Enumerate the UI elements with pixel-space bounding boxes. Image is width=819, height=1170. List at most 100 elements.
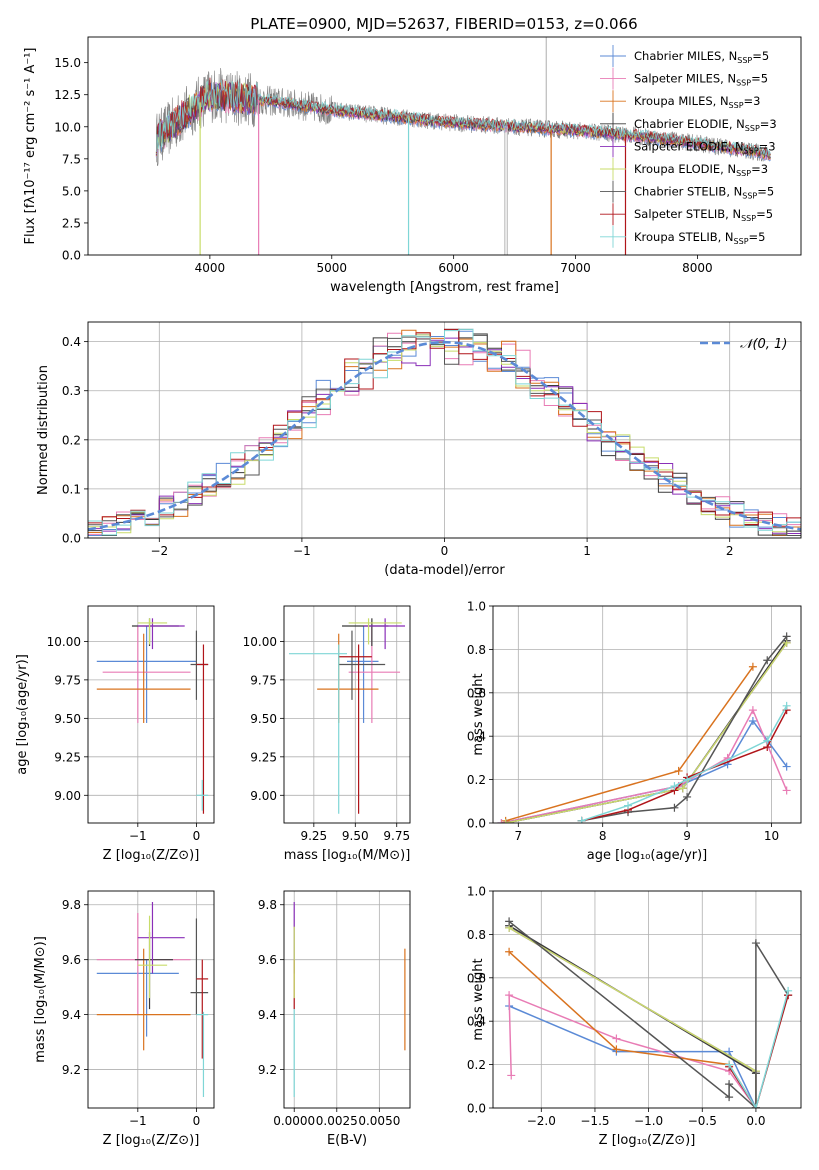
marker-plus bbox=[577, 816, 586, 823]
x-tick-label: 1 bbox=[583, 544, 591, 558]
y-tick-label: 10.00 bbox=[47, 635, 81, 649]
y-tick-label: 0.4 bbox=[467, 1015, 486, 1029]
y-tick-label: 0.3 bbox=[62, 384, 81, 398]
errorbar-point bbox=[196, 959, 209, 1059]
marker-plus bbox=[612, 1045, 621, 1054]
plot-area bbox=[155, 37, 771, 255]
chart-panel-1: −2 −1 0 1 2 0.0 0.1 0.2 0.3 0.4 (data-model)/error… bbox=[36, 321, 802, 578]
series-line bbox=[581, 709, 788, 822]
marker-plus bbox=[612, 1034, 621, 1043]
errorbar-point bbox=[134, 932, 173, 1010]
x-tick-label: 8000 bbox=[682, 261, 713, 275]
x-tick-label: 9 bbox=[683, 829, 691, 843]
chart-panel-7: −2.0 −1.5 −1.0 −0.5 0.0 0.0 0.2 0.4 0.6 0.8 1.0 Z [… bbox=[467, 885, 802, 1148]
x-tick-label: −0.5 bbox=[688, 1114, 717, 1128]
y-tick-label: 5.0 bbox=[62, 184, 81, 198]
series-line bbox=[508, 920, 789, 1108]
series-line bbox=[505, 642, 788, 823]
y-tick-label: 10.00 bbox=[243, 635, 277, 649]
x-axis-label: Z [log₁₀(Z/Z⊙)] bbox=[103, 848, 200, 863]
chart-panel-6: 0.0000 0.0025 0.0050 9.2 9.4 9.6 9.8 E(B-V) bbox=[258, 890, 411, 1148]
y-axis-label: Flux [fλ10⁻¹⁷ erg cm⁻² s⁻¹ A⁻¹] bbox=[23, 48, 38, 245]
histogram-series bbox=[88, 328, 801, 536]
y-tick-label: 0.0 bbox=[467, 817, 486, 831]
x-tick-label: −1.5 bbox=[580, 1114, 609, 1128]
y-tick-label: 9.2 bbox=[62, 1063, 81, 1077]
y-tick-label: 15.0 bbox=[54, 56, 81, 70]
marker-plus bbox=[748, 662, 757, 671]
x-tick-label: 8 bbox=[599, 829, 607, 843]
series-line bbox=[508, 925, 757, 1108]
plot-area bbox=[497, 632, 791, 823]
y-tick-label: 0.1 bbox=[62, 482, 81, 496]
marker-plus bbox=[501, 819, 510, 823]
plot-area bbox=[505, 917, 793, 1108]
y-tick-label: 9.6 bbox=[258, 953, 277, 967]
x-tick-label: 0 bbox=[193, 829, 201, 843]
x-tick-label: 0.0000 bbox=[273, 1114, 315, 1128]
x-axis-label: age [log₁₀(age/yr)] bbox=[587, 848, 708, 863]
errorbar-point bbox=[348, 618, 402, 645]
series-line bbox=[501, 708, 788, 823]
x-axis-label: E(B-V) bbox=[327, 1133, 367, 1148]
series-line bbox=[728, 990, 789, 1108]
y-tick-label: 9.4 bbox=[62, 1008, 81, 1022]
marker-plus bbox=[725, 1060, 734, 1069]
y-tick-label: 10.0 bbox=[54, 120, 81, 134]
marker-plus bbox=[751, 1104, 760, 1108]
marker-plus bbox=[782, 632, 791, 641]
marker-plus bbox=[725, 1093, 734, 1102]
y-tick-label: 9.2 bbox=[258, 1063, 277, 1077]
marker-plus bbox=[763, 656, 772, 665]
marker-plus bbox=[683, 775, 692, 784]
errorbar-point bbox=[190, 918, 209, 1015]
x-tick-label: 9.75 bbox=[383, 829, 410, 843]
axes-frame bbox=[87, 890, 215, 1109]
errorbar-point bbox=[102, 626, 191, 723]
x-tick-label: 4000 bbox=[195, 261, 226, 275]
y-tick-label: 9.6 bbox=[62, 953, 81, 967]
legend-label: Chabrier STELIB, NSSP=5 bbox=[634, 185, 774, 201]
errorbar-point bbox=[288, 644, 347, 814]
chart-panel-2: −1 0 9.00 9.25 9.50 9.75 10.00 Z [log₁₀(Z/Z⊙)] a… bbox=[15, 605, 215, 863]
series-line bbox=[728, 994, 789, 1108]
x-axis-label: Z [log₁₀(Z/Z⊙)] bbox=[599, 1133, 696, 1148]
x-axis-label: mass [log₁₀(M/M⊙)] bbox=[284, 848, 411, 863]
axes-frame bbox=[283, 605, 411, 824]
y-axis-label: Normed distribution bbox=[36, 365, 51, 495]
y-tick-label: 9.25 bbox=[250, 750, 277, 764]
x-tick-label: 6000 bbox=[438, 261, 469, 275]
x-tick-label: −1 bbox=[293, 544, 311, 558]
marker-plus bbox=[507, 1071, 516, 1080]
x-tick-label: 7 bbox=[514, 829, 522, 843]
marker-plus bbox=[505, 991, 514, 1000]
plot-area bbox=[96, 901, 209, 1098]
plot-area bbox=[293, 901, 406, 1098]
y-tick-label: 9.00 bbox=[250, 789, 277, 803]
marker-plus bbox=[497, 819, 506, 823]
series-line bbox=[581, 635, 788, 822]
axes-frame bbox=[492, 605, 802, 824]
x-axis-label: wavelength [Angstrom, rest frame] bbox=[330, 280, 559, 295]
marker-plus bbox=[748, 706, 757, 715]
figure-title: PLATE=0900, MJD=52637, FIBERID=0153, z=0… bbox=[250, 15, 637, 33]
x-tick-label: 7000 bbox=[560, 261, 591, 275]
x-tick-label: 0 bbox=[193, 1114, 201, 1128]
y-axis-label: age [log₁₀(age/yr)] bbox=[15, 654, 30, 775]
legend-label: Chabrier ELODIE, NSSP=3 bbox=[634, 117, 777, 133]
x-tick-label: 9.25 bbox=[300, 829, 327, 843]
errorbar-point bbox=[338, 630, 386, 700]
marker-plus bbox=[670, 782, 679, 791]
errorbar-point bbox=[196, 779, 209, 811]
errorbar-point bbox=[338, 644, 372, 814]
series-line bbox=[508, 927, 757, 1108]
y-tick-label: 12.5 bbox=[54, 88, 81, 102]
y-tick-label: 1.0 bbox=[467, 600, 486, 614]
series-line bbox=[508, 927, 757, 1108]
errorbar-point bbox=[137, 915, 168, 999]
y-tick-label: 0.2 bbox=[467, 773, 486, 787]
y-tick-label: 7.5 bbox=[62, 152, 81, 166]
y-tick-label: 0.6 bbox=[467, 686, 486, 700]
y-tick-label: 9.8 bbox=[62, 898, 81, 912]
